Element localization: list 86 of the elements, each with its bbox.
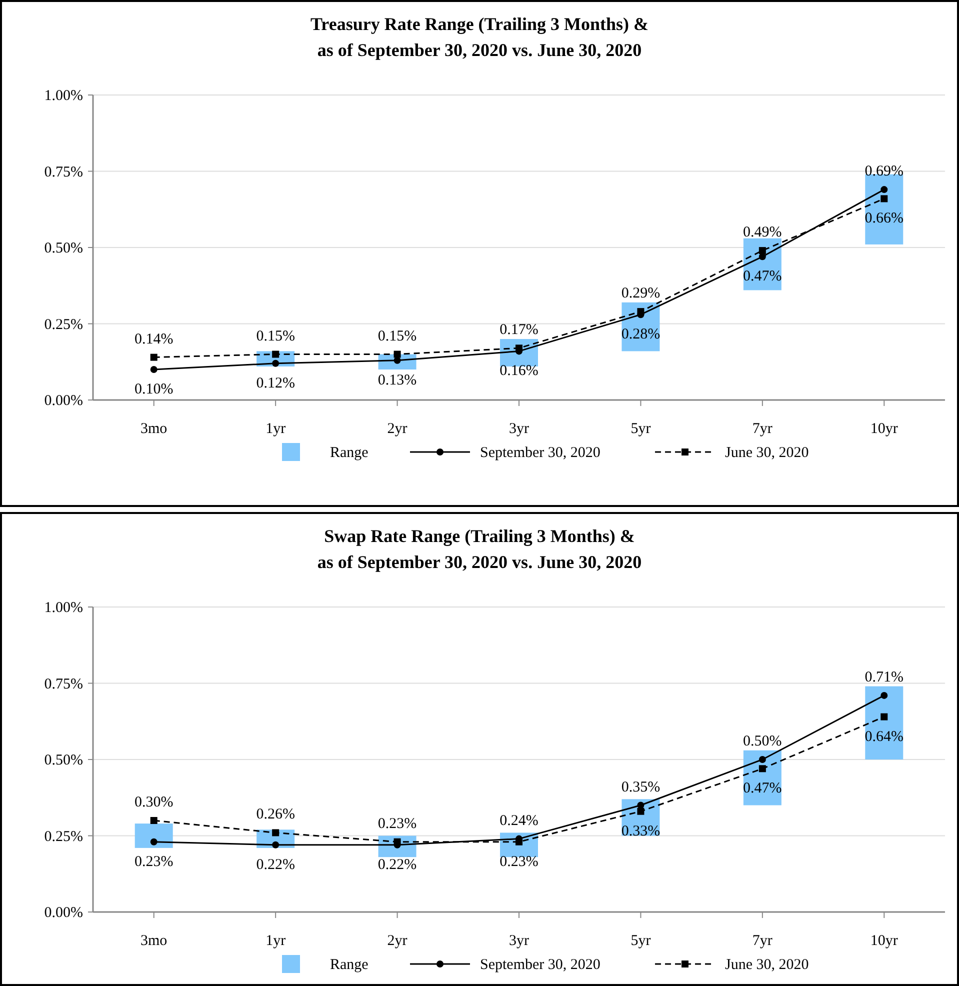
data-label: 0.33%: [621, 823, 660, 840]
data-label: 0.47%: [743, 780, 782, 797]
data-label: 0.24%: [500, 812, 538, 829]
point: [758, 765, 766, 772]
y-tick-label: 0.00%: [44, 393, 83, 409]
legend-label: Range: [330, 445, 369, 461]
data-label: 0.30%: [134, 794, 174, 810]
data-label: 0.71%: [864, 669, 904, 686]
data-label: 0.12%: [256, 375, 295, 392]
point: [880, 713, 888, 720]
point: [272, 360, 280, 367]
bar: [865, 174, 904, 244]
y-tick-label: 0.00%: [44, 905, 83, 921]
y-tick-label: 0.25%: [44, 316, 83, 333]
x-tick-label: 3mo: [140, 421, 168, 437]
x-tick-label: 1yr: [266, 933, 286, 949]
point: [637, 802, 644, 809]
point: [150, 838, 158, 846]
y-tick-label: 0.50%: [44, 240, 83, 256]
point: [758, 253, 766, 260]
data-label: 0.13%: [378, 372, 417, 388]
x-tick-label: 5yr: [630, 421, 651, 437]
point: [272, 841, 280, 848]
point: [150, 354, 158, 361]
data-label: 0.26%: [256, 806, 295, 823]
point: [394, 350, 401, 358]
data-label: 0.15%: [378, 328, 417, 344]
x-tick-label: 2yr: [387, 933, 408, 949]
x-tick-label: 7yr: [752, 933, 772, 949]
bar: [134, 824, 173, 848]
data-label: 0.23%: [378, 816, 417, 832]
data-label: 0.22%: [256, 856, 295, 873]
x-tick-label: 10yr: [870, 421, 898, 437]
x-tick-label: 10yr: [870, 933, 898, 949]
x-tick-label: 3yr: [509, 421, 529, 437]
y-tick-label: 0.75%: [44, 676, 83, 692]
point: [880, 195, 888, 202]
bar: [865, 686, 904, 760]
point: [880, 692, 888, 699]
data-label: 0.23%: [500, 854, 538, 870]
x-tick-label: 1yr: [266, 421, 286, 437]
point: [758, 756, 766, 763]
data-label: 0.50%: [743, 734, 782, 750]
y-tick-label: 0.50%: [44, 752, 83, 768]
data-label: 0.10%: [134, 382, 174, 398]
point: [516, 344, 522, 352]
point: [394, 838, 401, 846]
data-label: 0.28%: [621, 326, 660, 343]
point: [516, 838, 522, 846]
legend-label: June 30, 2020: [725, 445, 809, 461]
x-tick-label: 3mo: [140, 933, 168, 949]
data-label: 0.22%: [378, 856, 417, 873]
point: [637, 308, 644, 316]
data-label: 0.49%: [743, 224, 782, 241]
point: [880, 186, 888, 194]
data-label: 0.29%: [621, 286, 660, 302]
data-label: 0.69%: [864, 164, 904, 180]
point: [150, 817, 158, 824]
point: [150, 366, 158, 373]
y-tick-label: 1.00%: [44, 600, 83, 616]
data-label: 0.47%: [743, 268, 782, 285]
legend-label: September 30, 2020: [480, 445, 600, 461]
legend-label: September 30, 2020: [480, 957, 600, 973]
x-tick-label: 7yr: [752, 421, 772, 437]
data-label: 0.35%: [621, 779, 660, 796]
legend-label: June 30, 2020: [725, 957, 809, 973]
data-label: 0.64%: [864, 728, 904, 745]
point: [637, 808, 644, 815]
data-label: 0.66%: [864, 210, 904, 227]
x-tick-label: 2yr: [387, 421, 408, 437]
x-tick-label: 3yr: [509, 933, 529, 949]
data-label: 0.16%: [500, 363, 538, 380]
point: [272, 829, 280, 836]
data-label: 0.15%: [256, 328, 295, 344]
data-label: 0.17%: [500, 322, 538, 338]
data-label: 0.14%: [134, 331, 174, 348]
chart-title: Swap Rate Range (Trailing 3 Months) & as of September 30, 2020 vs. June 30, 2020: [317, 526, 642, 572]
y-tick-label: 0.75%: [44, 164, 83, 180]
point: [758, 247, 766, 254]
data-label: 0.23%: [134, 854, 174, 870]
y-tick-label: 0.25%: [44, 828, 83, 845]
legend-label: Range: [330, 957, 369, 973]
chart-title: Treasury Rate Range (Trailing 3 Months) & as of September 30, 2020 vs. June 30, 2020: [310, 14, 648, 60]
y-tick-label: 1.00%: [44, 88, 83, 104]
x-tick-label: 5yr: [630, 933, 651, 949]
point: [272, 350, 280, 358]
